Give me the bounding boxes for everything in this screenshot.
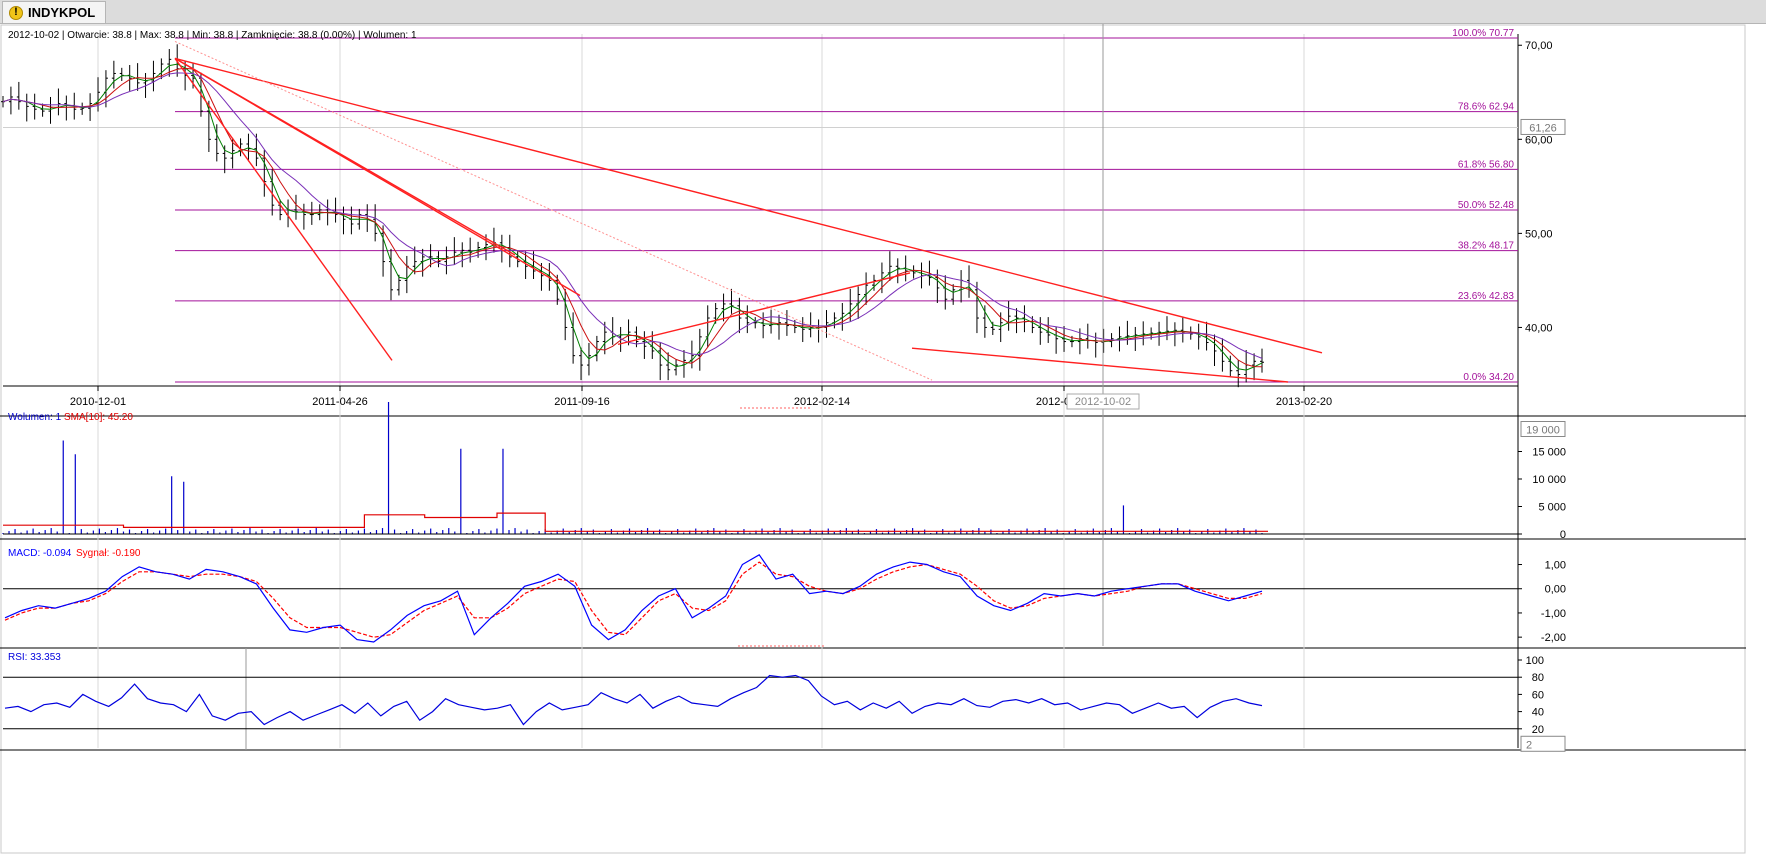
- rsi-tick-label: 20: [1532, 724, 1544, 736]
- warning-icon: !: [9, 5, 23, 20]
- price-tick-label: 50,00: [1525, 228, 1553, 240]
- rsi-tick-label: 60: [1532, 689, 1544, 701]
- date-tick-label: 2012-02-14: [794, 396, 850, 408]
- chart-frame: [0, 24, 1746, 854]
- trend-line: [174, 57, 1323, 354]
- fib-level-label: 61.8% 56.80: [1458, 159, 1515, 170]
- volume-tick-label: 15 000: [1532, 447, 1566, 459]
- ohlc-info: 2012-10-02 | Otwarcie: 38.8 | Max: 38.8 …: [8, 30, 417, 41]
- macd-line: [4, 554, 1263, 643]
- fib-level-label: 78.6% 62.94: [1458, 102, 1515, 113]
- macd-tick-label: -2,00: [1541, 632, 1566, 644]
- volume-legend: Wolumen: 1: [8, 412, 62, 423]
- current-price-box: [1520, 118, 1566, 135]
- sma-legend: SMA[10]: 45.20: [64, 412, 133, 423]
- price-tick-label: 70,00: [1525, 40, 1553, 52]
- date-axis: 2010-12-01 2011-04-26 2011-09-16 2012-02-14…: [70, 386, 1332, 408]
- trend-line: [174, 58, 393, 361]
- price-tick-label: 40,00: [1525, 322, 1553, 334]
- current-price-label: 61,26: [1529, 122, 1557, 134]
- fib-level-label: 0.0% 34.20: [1463, 372, 1514, 383]
- volume-sma-line: [3, 512, 1268, 532]
- rsi-tick-label: 100: [1526, 655, 1544, 667]
- date-tick-label: 2011-09-16: [554, 396, 609, 408]
- ma-fast-line: [2, 63, 1263, 371]
- price-tick-label: 60,00: [1525, 134, 1553, 146]
- tab-label: INDYKPOL: [28, 5, 96, 20]
- volume-tick-label: 10 000: [1532, 474, 1566, 486]
- ma-slow-line: [2, 72, 1263, 359]
- fib-level-label: 23.6% 42.83: [1458, 291, 1515, 302]
- fib-level-label: 100.0% 70.77: [1452, 28, 1514, 39]
- fib-level-label: 50.0% 52.48: [1458, 200, 1515, 211]
- volume-tick-label: 0: [1560, 529, 1566, 541]
- trend-line: [617, 272, 911, 346]
- crosshair-date-label: 2012-10-02: [1075, 396, 1131, 408]
- volume-bars: [2, 402, 1263, 534]
- rsi-current-box: [1520, 735, 1566, 752]
- fib-level-label: 38.2% 48.17: [1458, 241, 1515, 252]
- macd-tick-label: 1,00: [1545, 560, 1566, 572]
- crosshair-date-box: [1066, 393, 1140, 410]
- signal-legend: Sygnał: -0.190: [76, 548, 141, 559]
- macd-legend: MACD: -0.094: [8, 548, 72, 559]
- volume-current-label: 19 000: [1526, 425, 1560, 437]
- macd-tick-label: 0,00: [1545, 584, 1566, 596]
- trend-line: [174, 57, 516, 256]
- rsi-tick-label: 40: [1532, 707, 1544, 719]
- rsi-legend: RSI: 33.353: [8, 652, 61, 663]
- volume-current-box: [1520, 421, 1566, 437]
- trend-line: [911, 347, 1289, 383]
- tab-bar: ! INDYKPOL: [0, 0, 1766, 24]
- rsi-line: [4, 674, 1263, 726]
- volume-tick-label: 5 000: [1538, 502, 1566, 514]
- date-tick-label: 2010-12-01: [70, 396, 126, 408]
- stock-chart[interactable]: 100.0% 70.77 78.6% 62.94 61.8% 56.80 50.0% …: [0, 24, 1746, 854]
- rsi-tick-label: 80: [1532, 672, 1544, 684]
- date-tick-label: 2013-02-20: [1276, 396, 1332, 408]
- macd-tick-label: -1,00: [1541, 608, 1566, 620]
- date-tick-label: 2011-04-26: [312, 396, 367, 408]
- rsi-current-label: 2: [1526, 739, 1532, 751]
- signal-line: [4, 561, 1263, 638]
- right-margin: [1746, 24, 1766, 854]
- ma-mid-line: [2, 67, 1263, 368]
- tab-indykpol[interactable]: ! INDYKPOL: [2, 1, 107, 23]
